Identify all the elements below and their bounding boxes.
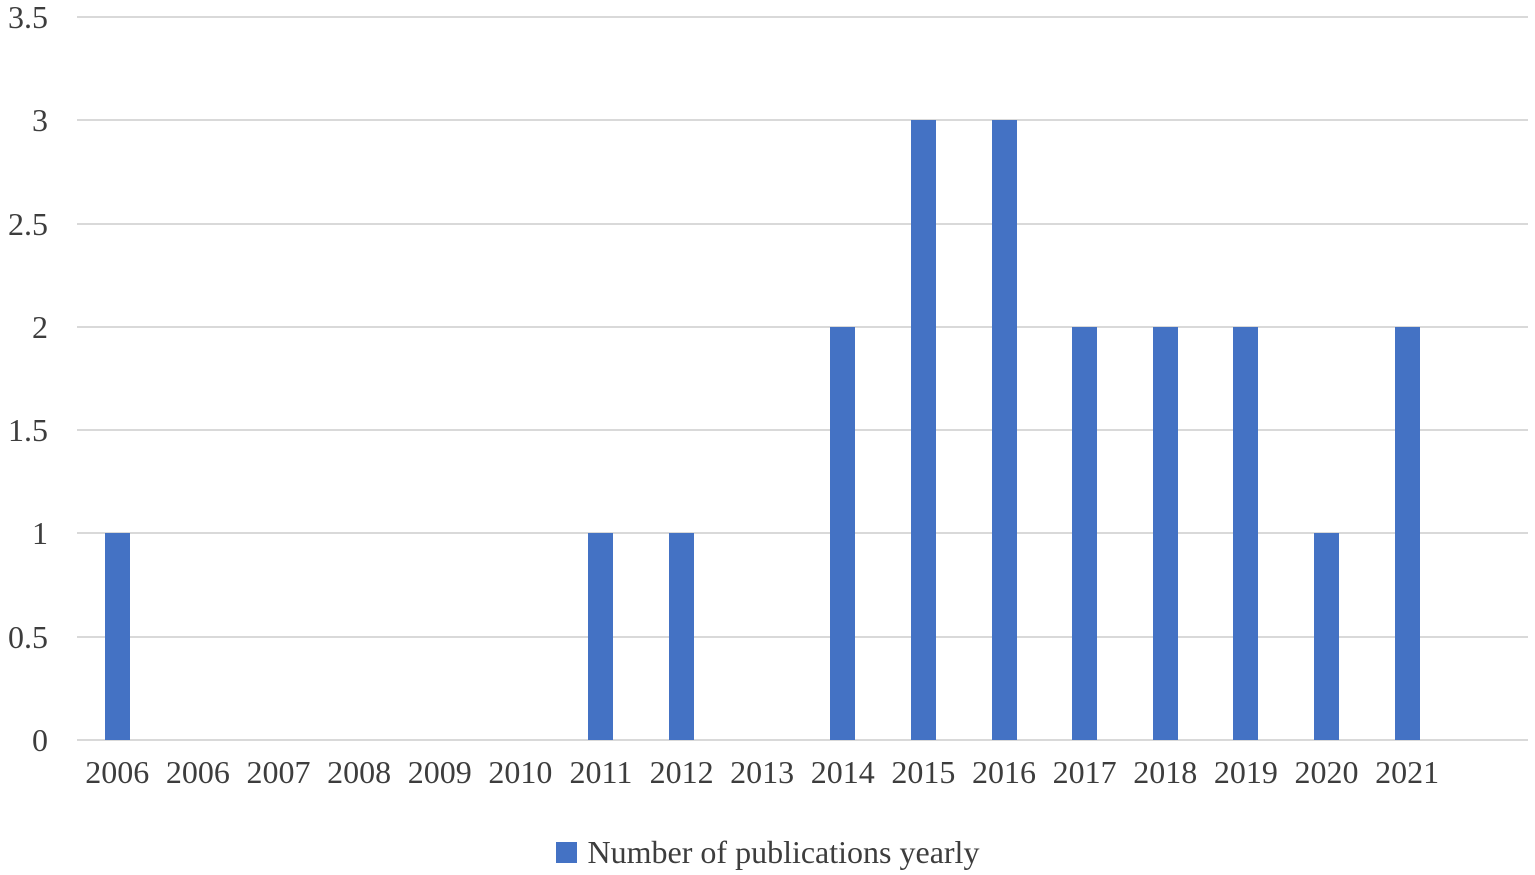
x-tick-label: 2018 xyxy=(1133,754,1198,790)
gridline xyxy=(77,532,1528,535)
x-axis-labels: 2006 2006 2007 2008 2009 2010 2011 2012 2013 2014… xyxy=(77,749,1528,795)
legend-label: Number of publications yearly xyxy=(587,833,980,870)
bar-series xyxy=(77,17,1528,740)
x-tick-label: 2009 xyxy=(407,754,472,790)
legend-square-icon xyxy=(555,841,577,863)
x-tick-label: 2020 xyxy=(1294,754,1359,790)
x-tick-label: 2008 xyxy=(327,754,392,790)
x-tick-label: 2021 xyxy=(1375,754,1440,790)
x-tick-label: 2019 xyxy=(1213,754,1278,790)
x-tick-label: 2013 xyxy=(730,754,795,790)
bar xyxy=(669,533,695,740)
bar xyxy=(1313,533,1339,740)
bar xyxy=(1394,326,1420,740)
bar xyxy=(830,326,856,740)
x-tick-label: 2015 xyxy=(891,754,956,790)
plot-area xyxy=(77,16,1528,741)
x-tick-label: 2014 xyxy=(810,754,875,790)
x-tick-label: 2006 xyxy=(85,754,150,790)
y-tick-label: 0 xyxy=(32,722,48,758)
x-tick-label: 2010 xyxy=(488,754,553,790)
gridline xyxy=(77,635,1528,638)
bar xyxy=(1233,326,1259,740)
y-tick-label: 1 xyxy=(32,515,48,552)
x-tick-label: 2011 xyxy=(569,754,633,790)
y-tick-label: 1.5 xyxy=(8,412,48,449)
gridline xyxy=(77,222,1528,225)
gridline xyxy=(77,119,1528,122)
gridline xyxy=(77,429,1528,432)
gridline xyxy=(77,739,1528,741)
y-tick-label: 3.5 xyxy=(8,0,48,35)
gridlines xyxy=(77,16,1528,741)
bar xyxy=(910,120,936,740)
y-tick-label: 3 xyxy=(32,102,48,139)
x-tick-label: 2016 xyxy=(972,754,1037,790)
y-axis-labels: 3.5 3 2.5 2 1.5 1 0.5 0 xyxy=(0,0,48,800)
x-tick-label: 2017 xyxy=(1052,754,1117,790)
x-tick-label: 2007 xyxy=(246,754,311,790)
legend: Number of publications yearly xyxy=(0,831,1535,873)
x-tick-label: 2012 xyxy=(649,754,714,790)
y-tick-label: 2 xyxy=(32,308,48,345)
y-tick-label: 2.5 xyxy=(8,205,48,242)
bar xyxy=(104,533,130,740)
gridline xyxy=(77,325,1528,328)
bar xyxy=(588,533,614,740)
bar xyxy=(1072,326,1098,740)
bar xyxy=(1152,326,1178,740)
x-tick-label: 2006 xyxy=(165,754,230,790)
bar xyxy=(991,120,1017,740)
y-tick-label: 0.5 xyxy=(8,618,48,655)
gridline xyxy=(77,16,1528,18)
